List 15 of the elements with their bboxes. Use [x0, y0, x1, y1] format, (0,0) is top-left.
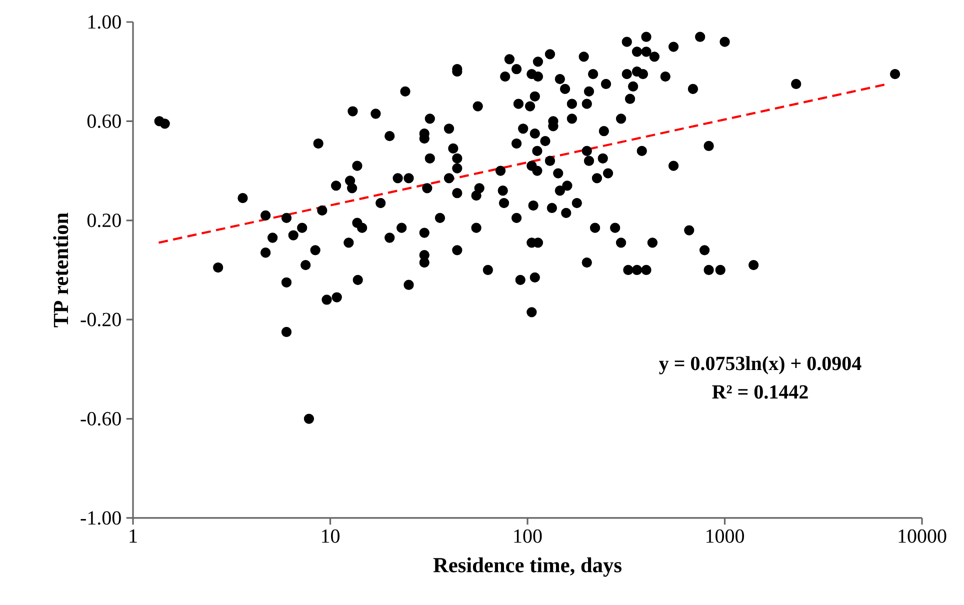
x-tick-label: 1 [130, 529, 137, 543]
x-tick-label: 10000 [898, 529, 946, 543]
y-tick-label: -0.20 [80, 312, 121, 326]
x-axis-title: Residence time, days [433, 557, 622, 577]
annotation: y = 0.0753ln(x) + 0.0904 [659, 356, 862, 374]
y-tick-label: 0.20 [87, 214, 121, 228]
y-tick-label: -1.00 [80, 511, 121, 525]
x-tick-label: 1000 [706, 529, 744, 543]
x-tick-label: 10 [322, 529, 340, 543]
y-tick-label: -0.60 [80, 412, 121, 426]
y-tick-label: 1.00 [88, 15, 121, 29]
annotation: R² = 0.1442 [712, 385, 808, 399]
y-axis-title: TP retention [53, 212, 68, 328]
x-tick-label: 100 [514, 529, 542, 543]
y-tick-label: 0.60 [87, 114, 121, 128]
